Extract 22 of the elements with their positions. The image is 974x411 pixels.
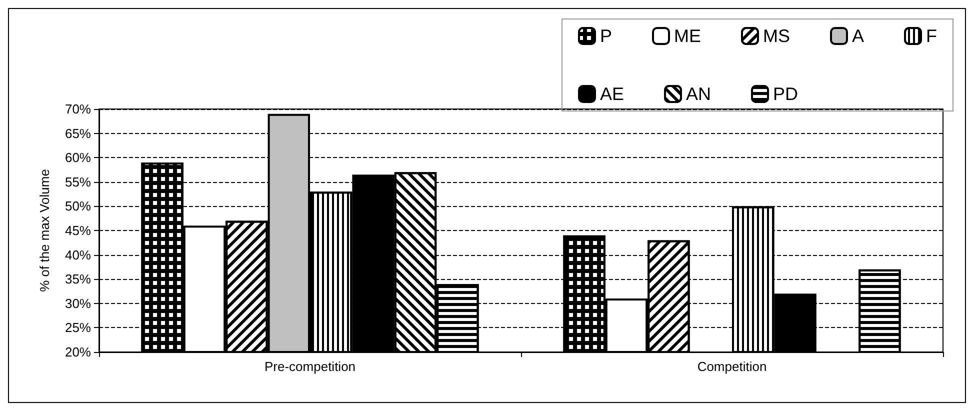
y-tick-label: 35%: [64, 272, 92, 287]
legend-label: F: [926, 26, 938, 46]
y-tick-label: 65%: [64, 126, 92, 141]
x-tick-label: Pre-competition: [264, 359, 356, 374]
legend-label: AN: [686, 84, 712, 104]
legend-label: PD: [773, 84, 798, 104]
y-tick-label: 70%: [64, 102, 92, 116]
legend-label: ME: [674, 26, 701, 46]
y-tick-label: 30%: [64, 296, 92, 311]
y-tick-label: 45%: [64, 223, 92, 238]
y-tick-label: 25%: [64, 320, 92, 336]
y-tick-label: 60%: [64, 150, 92, 166]
legend-label: A: [852, 26, 864, 46]
y-tick-label: 55%: [64, 174, 92, 190]
legend-label: MS: [763, 26, 790, 46]
y-tick-label: 50%: [64, 198, 92, 214]
legend-label: AE: [600, 84, 624, 104]
x-tick-label: Competition: [697, 359, 767, 374]
y-axis-title: % of the max Volume: [37, 169, 52, 292]
legend-label: P: [600, 26, 612, 46]
y-tick-label: 40%: [64, 247, 92, 262]
y-tick-label: 20%: [64, 344, 92, 360]
